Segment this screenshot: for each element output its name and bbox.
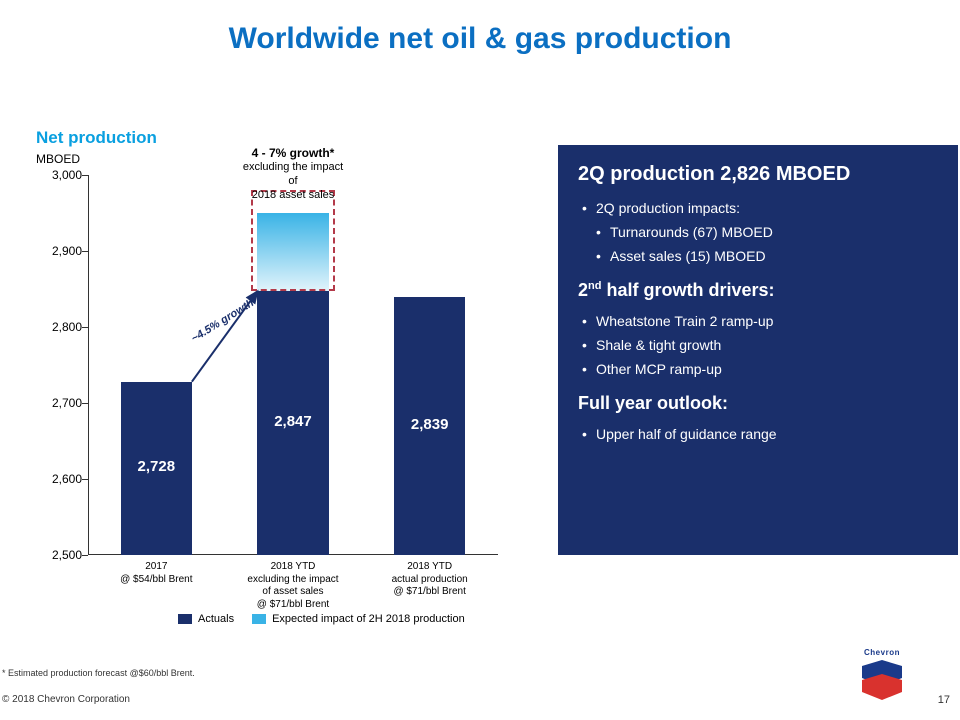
page-title: Worldwide net oil & gas production	[0, 22, 960, 56]
slide: Worldwide net oil & gas production Net p…	[0, 0, 960, 720]
panel-driver-item: Other MCP ramp-up	[582, 357, 938, 381]
panel-driver-item: Shale & tight growth	[582, 333, 938, 357]
legend-label: Actuals	[198, 613, 234, 625]
y-tick-mark	[82, 251, 88, 252]
bar-value-label: 2,839	[394, 416, 465, 433]
panel-impact-item: Asset sales (15) MBOED	[582, 244, 938, 268]
panel-heading-2: 2nd half growth drivers:	[578, 280, 938, 301]
y-tick-mark	[82, 403, 88, 404]
chart-legend: Actuals Expected impact of 2H 2018 produc…	[178, 613, 465, 625]
chart-plot: 2,5002,6002,7002,8002,9003,0002,7282017@…	[88, 175, 498, 555]
panel-impacts-label: 2Q production impacts:	[582, 196, 938, 220]
page-number: 17	[938, 694, 950, 706]
legend-item: Expected impact of 2H 2018 production	[252, 613, 465, 625]
panel-impact-item: Turnarounds (67) MBOED	[582, 220, 938, 244]
chart-subtitle: Net production	[36, 128, 157, 148]
y-axis	[88, 175, 89, 555]
legend-item: Actuals	[178, 613, 234, 625]
footnote: * Estimated production forecast @$60/bbl…	[2, 668, 195, 678]
panel-heading-1: 2Q production 2,826 MBOED	[578, 163, 938, 186]
chart-unit: MBOED	[36, 152, 80, 166]
y-tick-mark	[82, 327, 88, 328]
x-category-label: 2018 YTDactual production@ $71/bbl Brent	[361, 555, 498, 599]
growth-callout-box	[251, 190, 334, 291]
y-tick-mark	[82, 175, 88, 176]
chevron-logo-text: Chevron	[862, 648, 902, 657]
bar-value-label: 2,847	[257, 413, 328, 430]
y-tick-mark	[82, 479, 88, 480]
bar-value-label: 2,728	[121, 458, 192, 475]
panel-outlook-item: Upper half of guidance range	[582, 422, 938, 446]
copyright: © 2018 Chevron Corporation	[2, 694, 130, 705]
chevron-logo-icon: Chevron	[862, 660, 902, 704]
panel-driver-item: Wheatstone Train 2 ramp-up	[582, 309, 938, 333]
panel-heading-3: Full year outlook:	[578, 393, 938, 414]
info-panel: 2Q production 2,826 MBOED 2Q production …	[558, 145, 958, 555]
legend-swatch	[252, 614, 266, 624]
growth-callout-text: 4 - 7% growth*excluding the impact of201…	[237, 146, 348, 202]
growth-arrow-label: ~4.5% growth	[189, 297, 256, 345]
x-category-label: 2018 YTDexcluding the impactof asset sal…	[225, 555, 362, 611]
x-category-label: 2017@ $54/bbl Brent	[88, 555, 225, 586]
legend-swatch	[178, 614, 192, 624]
legend-label: Expected impact of 2H 2018 production	[272, 613, 465, 625]
